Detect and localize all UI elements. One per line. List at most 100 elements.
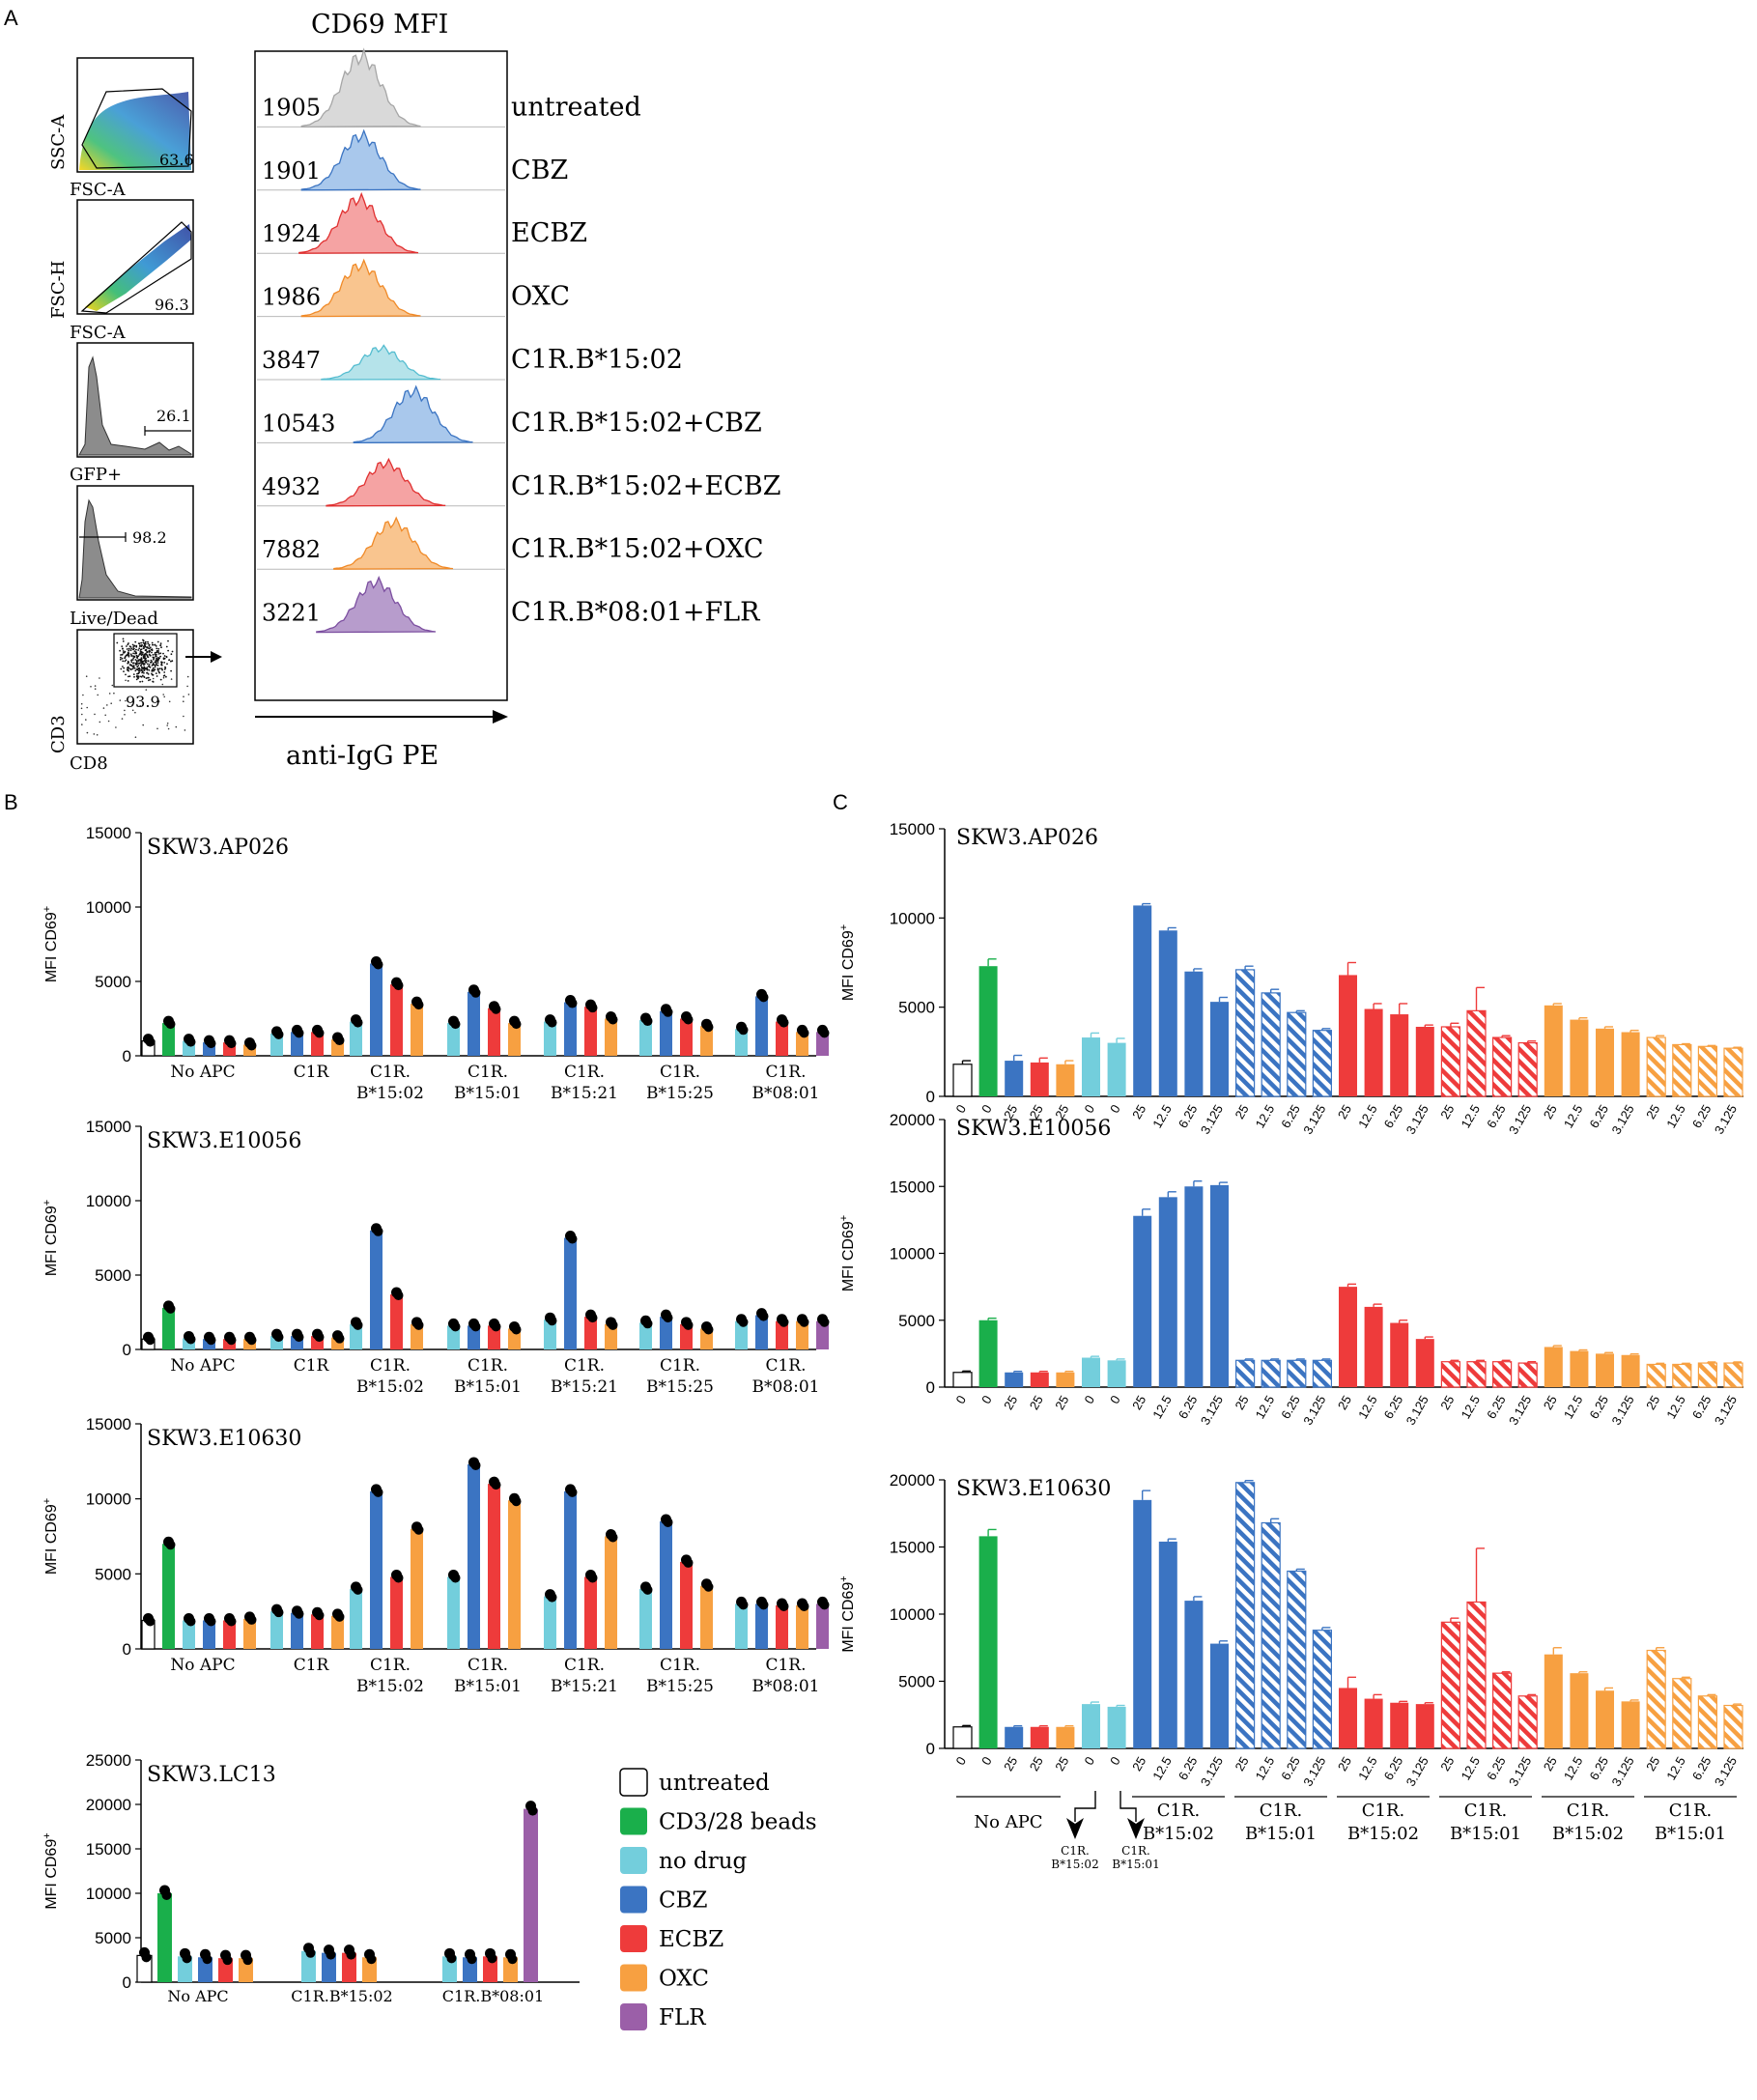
dot — [146, 667, 149, 668]
dot — [146, 668, 149, 671]
dot — [122, 652, 125, 654]
group-label: C1R. — [1464, 1801, 1508, 1821]
dot — [148, 679, 150, 682]
dot — [165, 656, 168, 659]
histogram-curve — [300, 258, 421, 318]
bar — [488, 1007, 500, 1056]
dot — [158, 667, 161, 670]
dot — [157, 647, 160, 650]
bar — [1491, 1036, 1513, 1097]
dot — [135, 648, 137, 651]
dot — [145, 677, 148, 679]
dot — [96, 734, 99, 736]
dot — [127, 653, 129, 656]
dot — [122, 666, 124, 667]
y-tick-label: 15000 — [86, 1118, 131, 1136]
group-label: C1R. — [370, 1656, 411, 1675]
bar — [544, 1021, 556, 1056]
row-label: C1R.B*15:02+CBZ — [511, 408, 762, 438]
group-label: B*15:02 — [356, 1377, 424, 1397]
data-point — [334, 1036, 345, 1046]
arrow-label: C1R. — [1061, 1844, 1090, 1858]
legend-swatch — [620, 1847, 647, 1874]
gate-4-value: 98.2 — [132, 528, 167, 547]
row-label: ECBZ — [511, 218, 587, 248]
dot — [163, 657, 166, 660]
group-label: C1R. — [564, 1656, 605, 1675]
bar — [342, 1952, 356, 1982]
bar — [1005, 1061, 1024, 1096]
concentration-label: 25 — [1335, 1754, 1354, 1774]
gate-3-xlabel: GFP+ — [70, 465, 122, 485]
data-point — [413, 1320, 424, 1330]
dot — [122, 660, 125, 663]
bar — [162, 1307, 175, 1349]
concentration-label: 6.25 — [1176, 1393, 1201, 1421]
dot — [121, 718, 124, 720]
bar — [411, 1323, 423, 1349]
bar — [1312, 1030, 1333, 1097]
bar — [1364, 1698, 1383, 1748]
dot — [123, 667, 126, 669]
data-point — [185, 1036, 196, 1047]
bar — [1107, 1042, 1126, 1096]
dot — [157, 649, 159, 652]
bar — [1415, 1026, 1434, 1096]
group-label: C1R. — [765, 1656, 806, 1675]
diagonal-density — [85, 224, 191, 311]
dot — [128, 675, 131, 677]
dot — [93, 733, 96, 735]
dot — [143, 667, 146, 670]
data-point — [145, 1616, 156, 1627]
gate-1-value: 63.6 — [159, 151, 194, 169]
bar — [1030, 1726, 1049, 1748]
group-label: C1R. — [660, 1356, 700, 1376]
data-point — [202, 1954, 213, 1965]
dot — [137, 667, 140, 670]
dot — [137, 676, 140, 678]
bar — [243, 1044, 256, 1056]
concentration-label: 6.25 — [1278, 1754, 1303, 1782]
concentration-label: 25 — [1643, 1393, 1662, 1412]
dot — [156, 662, 159, 664]
data-point — [273, 1029, 284, 1039]
dot — [127, 667, 128, 669]
bar — [1133, 1215, 1152, 1387]
data-point — [587, 1003, 598, 1013]
dot — [129, 664, 132, 667]
bar — [816, 1032, 829, 1056]
bar — [1723, 1362, 1743, 1388]
concentration-label: 25 — [1027, 1102, 1046, 1121]
histogram-row: 7882 C1R.B*15:02+OXC — [257, 516, 764, 570]
bar — [1466, 1601, 1487, 1749]
bar — [223, 1620, 236, 1649]
concentration-label: 25 — [1643, 1754, 1662, 1774]
dot — [145, 652, 147, 655]
data-point — [819, 1600, 830, 1610]
dot — [144, 640, 147, 643]
dot — [134, 663, 137, 665]
bar — [1158, 930, 1177, 1096]
data-point — [314, 1332, 325, 1343]
bar — [447, 1325, 460, 1349]
histogram-curve — [300, 128, 421, 191]
dot — [140, 658, 143, 661]
group-label: C1R. — [1567, 1801, 1610, 1821]
concentration-label: 6.25 — [1381, 1102, 1406, 1130]
dot — [149, 653, 151, 656]
data-point — [642, 1016, 653, 1027]
group-label: B*15:02 — [1347, 1824, 1419, 1844]
dot — [116, 641, 119, 644]
bar — [735, 1320, 748, 1349]
data-point — [547, 1316, 557, 1326]
dot — [151, 672, 153, 675]
data-point — [206, 1335, 216, 1346]
dot — [128, 647, 130, 650]
dot — [138, 647, 141, 650]
group-label: B*15:25 — [646, 1084, 714, 1103]
dot — [138, 642, 141, 645]
bar — [776, 1021, 788, 1056]
mfi-value: 1924 — [262, 220, 321, 247]
dot — [111, 684, 114, 687]
dot — [120, 654, 122, 656]
